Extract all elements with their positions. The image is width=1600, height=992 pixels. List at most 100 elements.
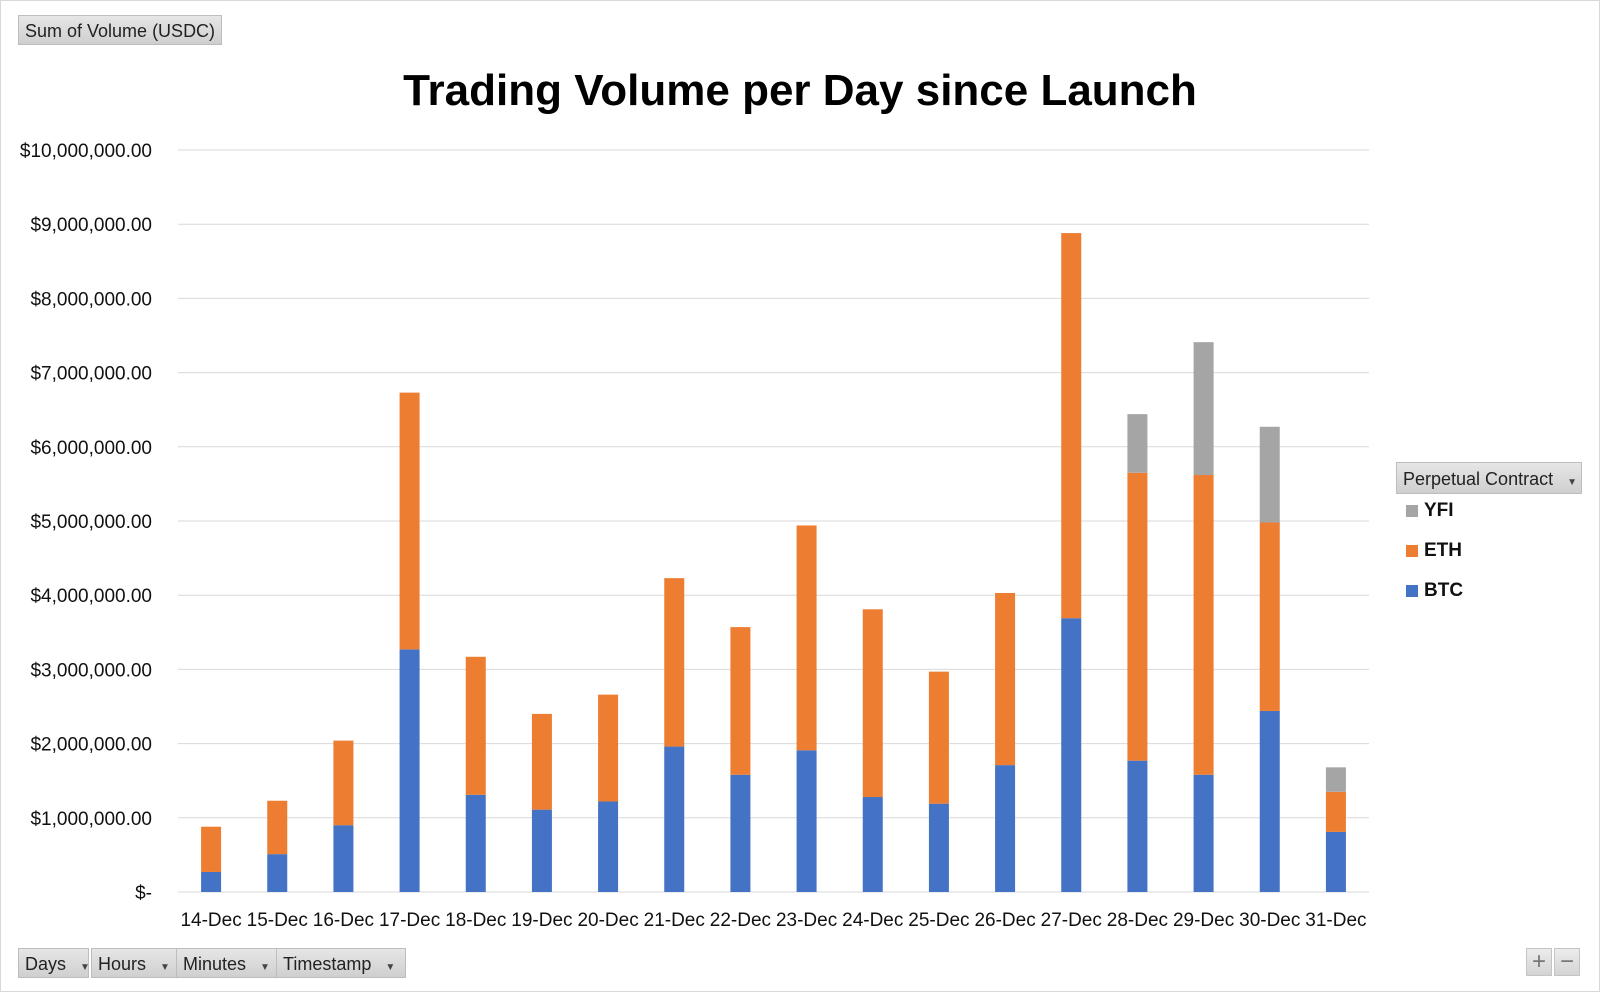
y-tick-label: $3,000,000.00: [30, 660, 152, 681]
legend-field-label: Perpetual Contract: [1403, 469, 1554, 489]
x-tick-label: 23-Dec: [776, 910, 837, 931]
bar-eth: [995, 592, 1016, 766]
y-tick-label: $6,000,000.00: [30, 438, 152, 459]
y-tick-label: $4,000,000.00: [30, 586, 152, 607]
chevron-down-icon: ▼: [160, 962, 170, 973]
bar-eth: [796, 525, 817, 751]
bar-eth: [730, 627, 751, 775]
bar-btc: [796, 750, 817, 892]
x-tick-label: 15-Dec: [247, 910, 308, 931]
legend-label-btc: BTC: [1424, 580, 1464, 601]
bar-eth: [664, 578, 685, 747]
bar-btc: [1325, 831, 1346, 892]
bar-btc: [465, 794, 486, 892]
x-tick-label: 26-Dec: [974, 910, 1035, 931]
bar-btc: [995, 765, 1016, 892]
bar-btc: [201, 871, 222, 892]
axis-field-days[interactable]: Days ▼: [18, 948, 90, 978]
bar-yfi: [1259, 426, 1280, 523]
x-tick-label: 16-Dec: [313, 910, 374, 931]
plus-icon: +: [1531, 948, 1546, 975]
bar-btc: [928, 803, 949, 892]
chevron-down-icon: ▼: [385, 962, 396, 973]
bar-eth: [531, 713, 552, 810]
y-tick-label: $8,000,000.00: [30, 289, 152, 310]
minus-icon: −: [1559, 948, 1574, 975]
axis-field-timestamp[interactable]: Timestamp ▼: [276, 948, 406, 978]
chevron-down-icon: ▼: [1567, 477, 1577, 488]
bar-eth: [201, 826, 222, 872]
bar-eth: [862, 609, 883, 798]
bar-eth: [1259, 522, 1280, 711]
bar-eth: [1193, 474, 1214, 775]
legend-field-button[interactable]: Perpetual Contract ▼: [1396, 462, 1582, 494]
chevron-down-icon: ▼: [80, 962, 90, 973]
bar-btc: [1127, 760, 1148, 892]
axis-field-minutes-label: Minutes: [183, 954, 247, 974]
x-tick-label: 31-Dec: [1305, 910, 1366, 931]
bar-btc: [399, 649, 420, 892]
value-field-label: Sum of Volume (USDC): [25, 21, 216, 41]
axis-field-timestamp-label: Timestamp: [283, 954, 372, 974]
legend-item-eth: ETH: [1406, 540, 1462, 562]
x-tick-label: 19-Dec: [511, 910, 572, 931]
axis-field-minutes[interactable]: Minutes ▼: [176, 948, 282, 978]
bar-btc: [730, 774, 751, 892]
value-field-button[interactable]: Sum of Volume (USDC): [18, 15, 223, 45]
x-tick-label: 30-Dec: [1239, 910, 1300, 931]
bar-eth: [1127, 472, 1148, 761]
bar-btc: [1193, 774, 1214, 892]
legend-swatch-eth: [1406, 545, 1418, 557]
bar-btc: [531, 809, 552, 892]
bar-yfi: [1193, 342, 1214, 475]
bar-eth: [399, 392, 420, 650]
x-tick-label: 20-Dec: [577, 910, 638, 931]
bar-btc: [333, 825, 354, 892]
bar-yfi: [1325, 767, 1346, 792]
bar-eth: [267, 800, 288, 855]
chart-title: Trading Volume per Day since Launch: [403, 66, 1197, 115]
y-tick-label: $-: [135, 883, 152, 904]
bar-eth: [598, 694, 619, 802]
bar-eth: [333, 740, 354, 826]
y-tick-label: $2,000,000.00: [30, 735, 152, 756]
legend-item-btc: BTC: [1406, 580, 1463, 602]
bar-btc: [267, 854, 288, 892]
bar-btc: [598, 801, 619, 892]
zoom-out-button[interactable]: −: [1554, 948, 1580, 976]
x-tick-label: 24-Dec: [842, 910, 903, 931]
x-tick-label: 27-Dec: [1041, 910, 1102, 931]
axis-field-hours-label: Hours: [98, 954, 147, 974]
bar-eth: [928, 671, 949, 804]
x-tick-label: 14-Dec: [180, 910, 241, 931]
x-tick-label: 22-Dec: [710, 910, 771, 931]
x-tick-label: 18-Dec: [445, 910, 506, 931]
x-tick-label: 17-Dec: [379, 910, 440, 931]
legend-item-yfi: YFI: [1406, 500, 1454, 522]
y-tick-label: $7,000,000.00: [30, 364, 152, 385]
bar-btc: [1061, 618, 1082, 892]
y-tick-label: $9,000,000.00: [30, 215, 152, 236]
y-tick-label: $10,000,000.00: [20, 141, 152, 162]
bar-eth: [1061, 233, 1082, 619]
bar-eth: [1325, 791, 1346, 832]
zoom-in-button[interactable]: +: [1526, 948, 1552, 976]
chevron-down-icon: ▼: [260, 962, 270, 973]
bar-eth: [465, 656, 486, 795]
legend-swatch-yfi: [1406, 505, 1418, 517]
bar-btc: [664, 746, 685, 892]
x-tick-label: 28-Dec: [1107, 910, 1168, 931]
y-tick-label: $5,000,000.00: [30, 512, 152, 533]
y-tick-label: $1,000,000.00: [30, 809, 152, 830]
legend-swatch-btc: [1406, 585, 1418, 597]
legend-label-eth: ETH: [1424, 540, 1462, 561]
bar-yfi: [1127, 414, 1148, 473]
axis-field-days-label: Days: [25, 954, 67, 974]
bar-btc: [1259, 710, 1280, 892]
axis-field-hours[interactable]: Hours ▼: [91, 948, 180, 978]
bar-btc: [862, 797, 883, 892]
x-tick-label: 21-Dec: [644, 910, 705, 931]
x-tick-label: 29-Dec: [1173, 910, 1234, 931]
x-tick-label: 25-Dec: [908, 910, 969, 931]
